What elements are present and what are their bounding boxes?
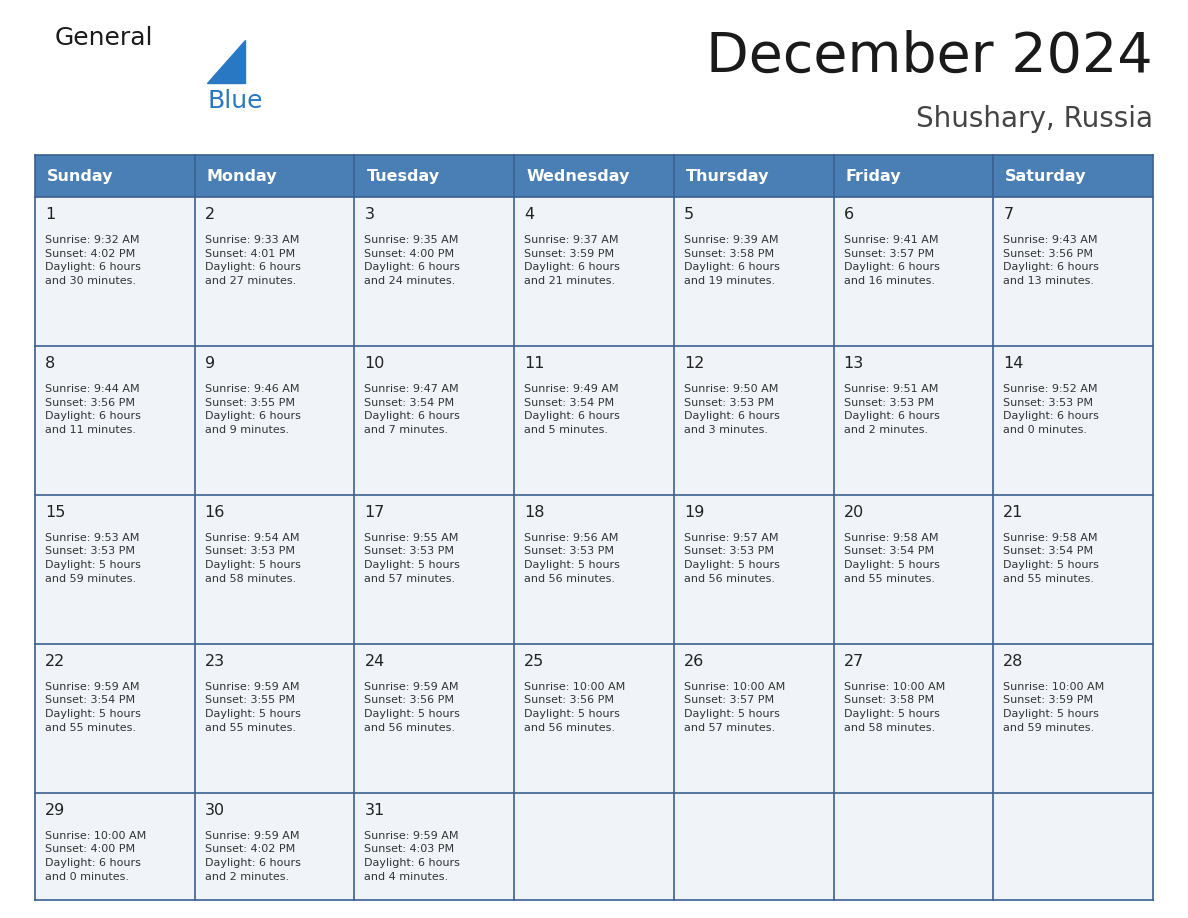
Text: 18: 18 — [524, 505, 544, 520]
Text: Sunrise: 10:00 AM
Sunset: 3:58 PM
Daylight: 5 hours
and 58 minutes.: Sunrise: 10:00 AM Sunset: 3:58 PM Daylig… — [843, 682, 944, 733]
Text: Tuesday: Tuesday — [366, 169, 440, 184]
Text: 20: 20 — [843, 505, 864, 520]
Text: Sunrise: 9:53 AM
Sunset: 3:53 PM
Daylight: 5 hours
and 59 minutes.: Sunrise: 9:53 AM Sunset: 3:53 PM Dayligh… — [45, 532, 141, 584]
Text: 26: 26 — [684, 654, 704, 669]
Text: Saturday: Saturday — [1005, 169, 1087, 184]
Text: 29: 29 — [45, 802, 65, 818]
Text: 11: 11 — [524, 356, 544, 371]
Text: Sunrise: 10:00 AM
Sunset: 4:00 PM
Daylight: 6 hours
and 0 minutes.: Sunrise: 10:00 AM Sunset: 4:00 PM Daylig… — [45, 831, 146, 881]
Text: 24: 24 — [365, 654, 385, 669]
Text: 17: 17 — [365, 505, 385, 520]
Text: 6: 6 — [843, 207, 854, 222]
Bar — [34, 155, 1154, 197]
Text: Sunrise: 10:00 AM
Sunset: 3:57 PM
Daylight: 5 hours
and 57 minutes.: Sunrise: 10:00 AM Sunset: 3:57 PM Daylig… — [684, 682, 785, 733]
Text: 13: 13 — [843, 356, 864, 371]
Text: 1: 1 — [45, 207, 56, 222]
Text: Sunrise: 9:39 AM
Sunset: 3:58 PM
Daylight: 6 hours
and 19 minutes.: Sunrise: 9:39 AM Sunset: 3:58 PM Dayligh… — [684, 235, 779, 285]
Text: 14: 14 — [1004, 356, 1024, 371]
Text: 31: 31 — [365, 802, 385, 818]
Text: December 2024: December 2024 — [707, 30, 1154, 84]
Text: Sunrise: 9:49 AM
Sunset: 3:54 PM
Daylight: 6 hours
and 5 minutes.: Sunrise: 9:49 AM Sunset: 3:54 PM Dayligh… — [524, 384, 620, 435]
Text: Sunrise: 9:59 AM
Sunset: 3:56 PM
Daylight: 5 hours
and 56 minutes.: Sunrise: 9:59 AM Sunset: 3:56 PM Dayligh… — [365, 682, 460, 733]
Text: 5: 5 — [684, 207, 694, 222]
Text: Monday: Monday — [207, 169, 277, 184]
Text: Sunrise: 10:00 AM
Sunset: 3:56 PM
Daylight: 5 hours
and 56 minutes.: Sunrise: 10:00 AM Sunset: 3:56 PM Daylig… — [524, 682, 625, 733]
Text: Sunrise: 9:59 AM
Sunset: 3:55 PM
Daylight: 5 hours
and 55 minutes.: Sunrise: 9:59 AM Sunset: 3:55 PM Dayligh… — [204, 682, 301, 733]
Text: Sunrise: 9:37 AM
Sunset: 3:59 PM
Daylight: 6 hours
and 21 minutes.: Sunrise: 9:37 AM Sunset: 3:59 PM Dayligh… — [524, 235, 620, 285]
Text: Sunrise: 10:00 AM
Sunset: 3:59 PM
Daylight: 5 hours
and 59 minutes.: Sunrise: 10:00 AM Sunset: 3:59 PM Daylig… — [1004, 682, 1105, 733]
Bar — [34, 793, 1154, 900]
Text: Blue: Blue — [207, 89, 263, 113]
Text: 21: 21 — [1004, 505, 1024, 520]
Text: Sunrise: 9:46 AM
Sunset: 3:55 PM
Daylight: 6 hours
and 9 minutes.: Sunrise: 9:46 AM Sunset: 3:55 PM Dayligh… — [204, 384, 301, 435]
Text: 19: 19 — [684, 505, 704, 520]
Text: 9: 9 — [204, 356, 215, 371]
Text: Thursday: Thursday — [685, 169, 770, 184]
Text: 8: 8 — [45, 356, 56, 371]
Text: Sunrise: 9:59 AM
Sunset: 3:54 PM
Daylight: 5 hours
and 55 minutes.: Sunrise: 9:59 AM Sunset: 3:54 PM Dayligh… — [45, 682, 141, 733]
Text: Sunrise: 9:43 AM
Sunset: 3:56 PM
Daylight: 6 hours
and 13 minutes.: Sunrise: 9:43 AM Sunset: 3:56 PM Dayligh… — [1004, 235, 1099, 285]
Bar — [34, 197, 1154, 346]
Bar — [34, 346, 1154, 495]
Text: 2: 2 — [204, 207, 215, 222]
Text: Sunrise: 9:56 AM
Sunset: 3:53 PM
Daylight: 5 hours
and 56 minutes.: Sunrise: 9:56 AM Sunset: 3:53 PM Dayligh… — [524, 532, 620, 584]
Text: Sunrise: 9:50 AM
Sunset: 3:53 PM
Daylight: 6 hours
and 3 minutes.: Sunrise: 9:50 AM Sunset: 3:53 PM Dayligh… — [684, 384, 779, 435]
Text: Sunrise: 9:32 AM
Sunset: 4:02 PM
Daylight: 6 hours
and 30 minutes.: Sunrise: 9:32 AM Sunset: 4:02 PM Dayligh… — [45, 235, 141, 285]
Text: Sunrise: 9:47 AM
Sunset: 3:54 PM
Daylight: 6 hours
and 7 minutes.: Sunrise: 9:47 AM Sunset: 3:54 PM Dayligh… — [365, 384, 460, 435]
Text: 10: 10 — [365, 356, 385, 371]
Text: 16: 16 — [204, 505, 225, 520]
Text: Sunrise: 9:54 AM
Sunset: 3:53 PM
Daylight: 5 hours
and 58 minutes.: Sunrise: 9:54 AM Sunset: 3:53 PM Dayligh… — [204, 532, 301, 584]
Text: 7: 7 — [1004, 207, 1013, 222]
Text: Sunrise: 9:52 AM
Sunset: 3:53 PM
Daylight: 6 hours
and 0 minutes.: Sunrise: 9:52 AM Sunset: 3:53 PM Dayligh… — [1004, 384, 1099, 435]
Text: Sunrise: 9:58 AM
Sunset: 3:54 PM
Daylight: 5 hours
and 55 minutes.: Sunrise: 9:58 AM Sunset: 3:54 PM Dayligh… — [1004, 532, 1099, 584]
Text: 3: 3 — [365, 207, 374, 222]
Text: Sunrise: 9:35 AM
Sunset: 4:00 PM
Daylight: 6 hours
and 24 minutes.: Sunrise: 9:35 AM Sunset: 4:00 PM Dayligh… — [365, 235, 460, 285]
Text: Sunrise: 9:41 AM
Sunset: 3:57 PM
Daylight: 6 hours
and 16 minutes.: Sunrise: 9:41 AM Sunset: 3:57 PM Dayligh… — [843, 235, 940, 285]
Text: 30: 30 — [204, 802, 225, 818]
Text: Sunrise: 9:51 AM
Sunset: 3:53 PM
Daylight: 6 hours
and 2 minutes.: Sunrise: 9:51 AM Sunset: 3:53 PM Dayligh… — [843, 384, 940, 435]
Text: 28: 28 — [1004, 654, 1024, 669]
Text: Sunrise: 9:58 AM
Sunset: 3:54 PM
Daylight: 5 hours
and 55 minutes.: Sunrise: 9:58 AM Sunset: 3:54 PM Dayligh… — [843, 532, 940, 584]
Text: 15: 15 — [45, 505, 65, 520]
Text: Sunrise: 9:59 AM
Sunset: 4:03 PM
Daylight: 6 hours
and 4 minutes.: Sunrise: 9:59 AM Sunset: 4:03 PM Dayligh… — [365, 831, 460, 881]
Text: Shushary, Russia: Shushary, Russia — [916, 105, 1154, 133]
Text: Sunrise: 9:55 AM
Sunset: 3:53 PM
Daylight: 5 hours
and 57 minutes.: Sunrise: 9:55 AM Sunset: 3:53 PM Dayligh… — [365, 532, 460, 584]
Text: Wednesday: Wednesday — [526, 169, 630, 184]
Text: Friday: Friday — [846, 169, 902, 184]
Bar — [34, 644, 1154, 793]
Text: 25: 25 — [524, 654, 544, 669]
Text: Sunrise: 9:44 AM
Sunset: 3:56 PM
Daylight: 6 hours
and 11 minutes.: Sunrise: 9:44 AM Sunset: 3:56 PM Dayligh… — [45, 384, 141, 435]
Text: 12: 12 — [684, 356, 704, 371]
Text: 27: 27 — [843, 654, 864, 669]
Text: Sunday: Sunday — [48, 169, 114, 184]
Text: Sunrise: 9:59 AM
Sunset: 4:02 PM
Daylight: 6 hours
and 2 minutes.: Sunrise: 9:59 AM Sunset: 4:02 PM Dayligh… — [204, 831, 301, 881]
Text: Sunrise: 9:33 AM
Sunset: 4:01 PM
Daylight: 6 hours
and 27 minutes.: Sunrise: 9:33 AM Sunset: 4:01 PM Dayligh… — [204, 235, 301, 285]
Text: 23: 23 — [204, 654, 225, 669]
Text: 4: 4 — [524, 207, 535, 222]
Bar — [34, 495, 1154, 644]
Text: 22: 22 — [45, 654, 65, 669]
Text: Sunrise: 9:57 AM
Sunset: 3:53 PM
Daylight: 5 hours
and 56 minutes.: Sunrise: 9:57 AM Sunset: 3:53 PM Dayligh… — [684, 532, 779, 584]
Polygon shape — [207, 40, 245, 83]
Text: General: General — [55, 26, 153, 50]
